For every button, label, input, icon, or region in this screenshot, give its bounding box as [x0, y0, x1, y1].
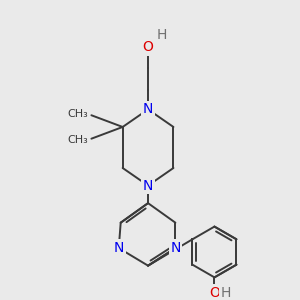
- Text: O: O: [209, 286, 220, 300]
- Text: CH₃: CH₃: [68, 109, 88, 119]
- Text: N: N: [114, 241, 124, 255]
- Text: H: H: [221, 286, 231, 300]
- Text: N: N: [143, 102, 153, 116]
- Text: N: N: [143, 178, 153, 193]
- Text: H: H: [157, 28, 167, 42]
- Text: CH₃: CH₃: [68, 135, 88, 145]
- Text: O: O: [142, 40, 154, 54]
- Text: N: N: [170, 241, 181, 255]
